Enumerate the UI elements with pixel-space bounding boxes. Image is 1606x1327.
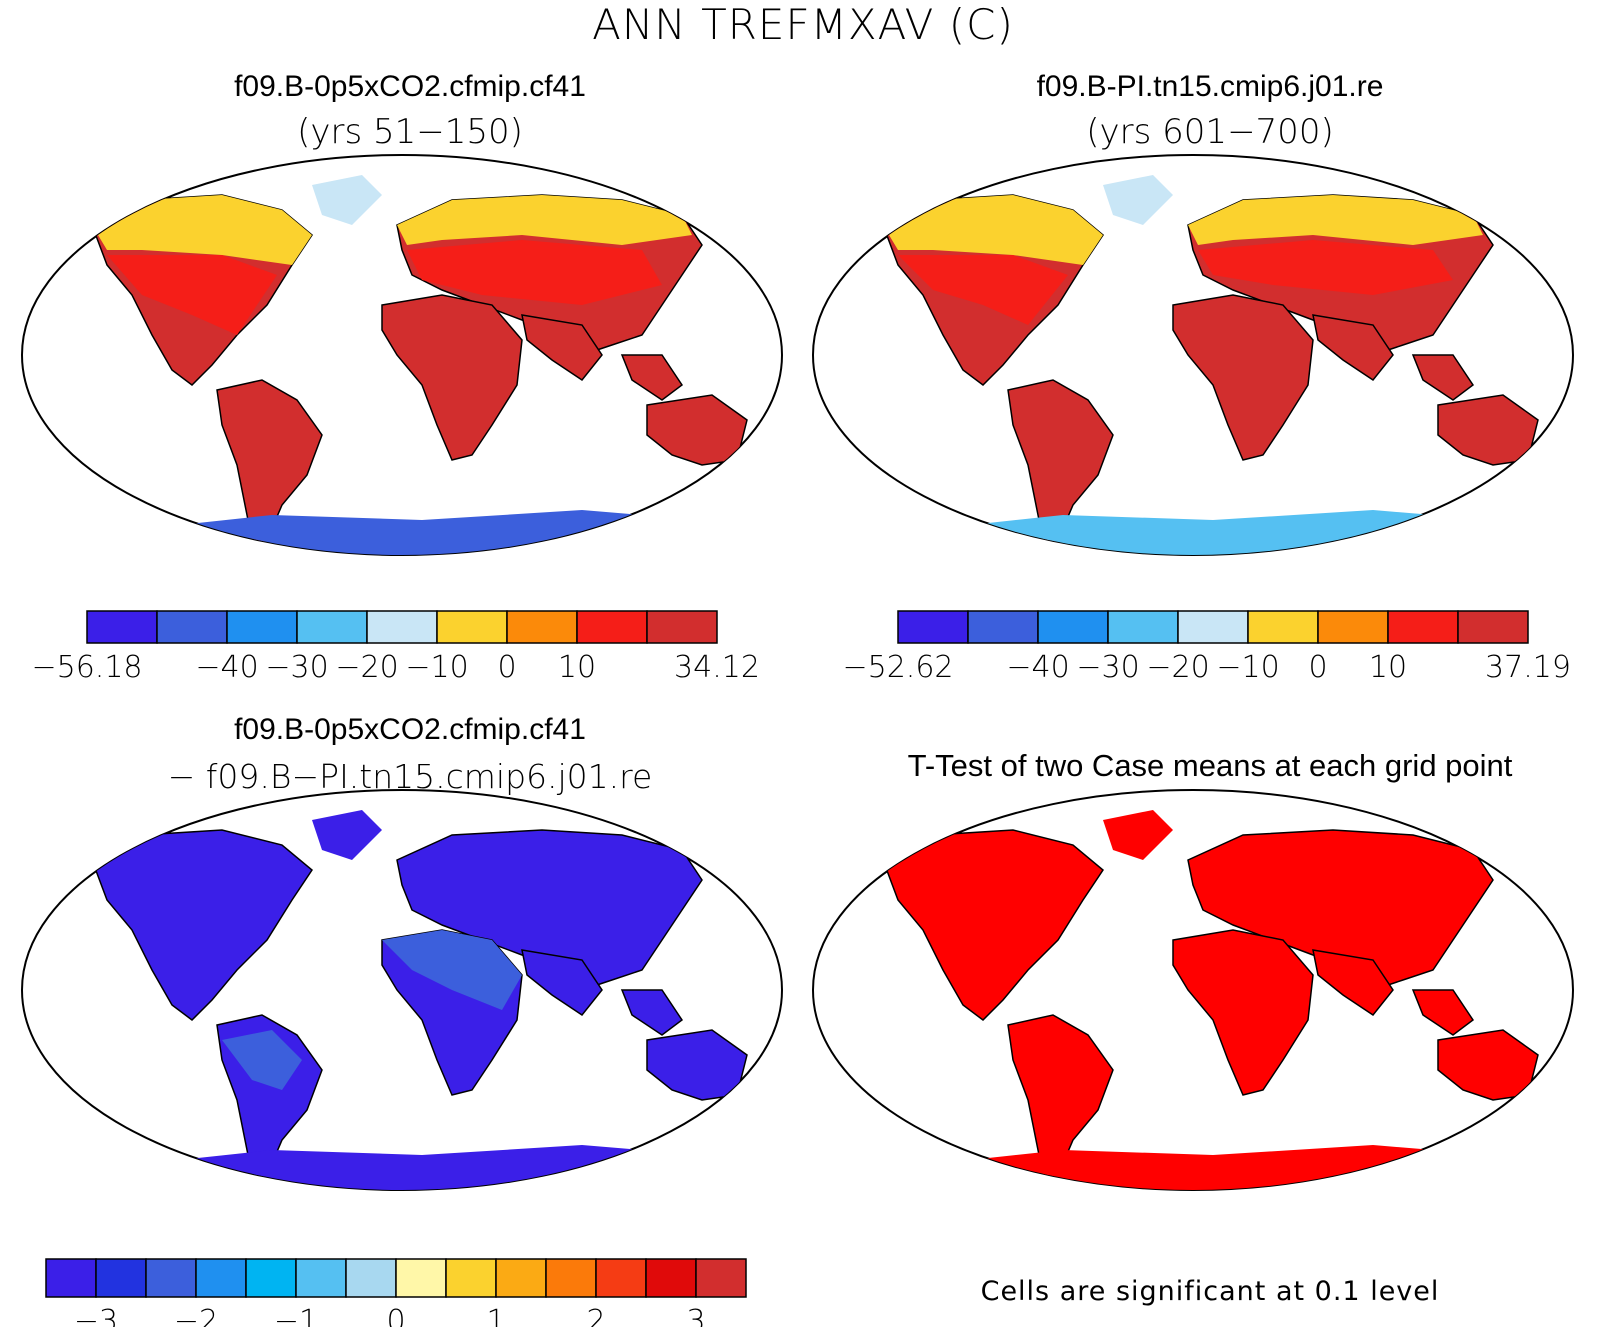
colorbar-tick-label: 10 [558, 650, 596, 685]
colorbar-swatch [576, 610, 648, 644]
colorbar-swatch [1107, 610, 1179, 644]
greenland-region [312, 810, 382, 860]
colorbar-swatch [646, 610, 718, 644]
colorbar-swatch [45, 1258, 97, 1298]
colorbar-top-right: −52.62 −40 −30 −20 −10 0 10 37.19 [842, 610, 1571, 685]
colorbar-tick-label: 0 [386, 1304, 405, 1327]
band-mid-region [898, 240, 1453, 325]
greenland-region [1103, 175, 1173, 225]
colorbar-top-left: −56.18 −40 −30 −20 −10 0 10 34.12 [31, 610, 760, 685]
panel-title-top-left: f09.B-0p5xCO2.cfmip.cf41 [234, 70, 586, 103]
colorbar-tick-label: 2 [586, 1304, 605, 1327]
colorbar-tick-label: 0 [1308, 650, 1327, 685]
colorbar-swatch [296, 610, 368, 644]
colorbar-tick-label: −1 [274, 1304, 318, 1327]
colorbar-tick-label: −10 [1216, 650, 1279, 685]
colorbar-swatch [897, 610, 969, 644]
colorbar-swatch [436, 610, 508, 644]
colorbar-swatch [95, 1258, 147, 1298]
panel-title-top-right: f09.B-PI.tn15.cmip6.j01.re [1036, 70, 1384, 103]
colorbar-tick-label: −40 [195, 650, 258, 685]
colorbar-swatch [445, 1258, 497, 1298]
colorbar-tick-label: 1 [486, 1304, 505, 1327]
map-bottom-right [812, 789, 1574, 1191]
colorbar-swatch [345, 1258, 397, 1298]
colorbar-tick-label: −20 [1146, 650, 1209, 685]
colorbar-swatch [366, 610, 438, 644]
greenland-region [312, 175, 382, 225]
colorbar-tick-label: 10 [1369, 650, 1407, 685]
colorbar-swatch [245, 1258, 297, 1298]
colorbar-swatch [1177, 610, 1249, 644]
colorbar-swatch [1387, 610, 1459, 644]
colorbar-swatch [195, 1258, 247, 1298]
colorbar-tick-label: −56.18 [31, 650, 142, 685]
map-bottom-left [21, 789, 783, 1191]
colorbar-tick-label: −40 [1006, 650, 1069, 685]
greenland-region [1103, 810, 1173, 860]
colorbar-tick-label: −10 [405, 650, 468, 685]
colorbar-swatch [695, 1258, 747, 1298]
colorbar-swatch [495, 1258, 547, 1298]
panel-title-bottom-right: T-Test of two Case means at each grid po… [907, 748, 1513, 783]
figure-title: ANN TREFMXAV (C) [592, 0, 1014, 49]
band-north-region [92, 195, 692, 265]
colorbar-swatch [1247, 610, 1319, 644]
map-top-right [812, 154, 1574, 556]
panel-subtitle-top-right: (yrs 601−700) [1086, 112, 1334, 152]
colorbar-swatch [156, 610, 228, 644]
colorbar-tick-label: −20 [335, 650, 398, 685]
colorbar-tick-label: 3 [686, 1304, 705, 1327]
colorbar-swatch [1457, 610, 1529, 644]
panel-subtitle-top-left: (yrs 51−150) [297, 112, 523, 152]
colorbar-tick-label: −52.62 [842, 650, 953, 685]
colorbar-swatch [395, 1258, 447, 1298]
colorbar-swatch [1317, 610, 1389, 644]
colorbar-swatch [295, 1258, 347, 1298]
colorbar-swatch [506, 610, 578, 644]
colorbar-swatch [1037, 610, 1109, 644]
band-north-region [883, 195, 1483, 265]
colorbar-swatch [86, 610, 158, 644]
colorbar-tick-label: 37.19 [1485, 650, 1571, 685]
colorbar-swatch [967, 610, 1039, 644]
band-mid-region [107, 240, 662, 335]
colorbar-swatch [545, 1258, 597, 1298]
band-mid-region [222, 930, 522, 1090]
colorbar-bottom-left: −3 −2 −1 0 1 2 3 [45, 1258, 747, 1327]
colorbar-tick-label: 0 [497, 650, 516, 685]
colorbar-tick-label: −2 [174, 1304, 218, 1327]
colorbar-tick-label: 34.12 [674, 650, 760, 685]
colorbar-tick-label: −30 [265, 650, 328, 685]
map-top-left [21, 154, 783, 556]
colorbar-tick-label: −3 [74, 1304, 118, 1327]
colorbar-tick-label: −30 [1076, 650, 1139, 685]
colorbar-swatch [226, 610, 298, 644]
colorbar-swatch [645, 1258, 697, 1298]
significance-note: Cells are significant at 0.1 level [980, 1276, 1440, 1307]
panel-title-bottom-left: f09.B-0p5xCO2.cfmip.cf41 [234, 713, 586, 746]
colorbar-swatch [595, 1258, 647, 1298]
colorbar-swatch [145, 1258, 197, 1298]
